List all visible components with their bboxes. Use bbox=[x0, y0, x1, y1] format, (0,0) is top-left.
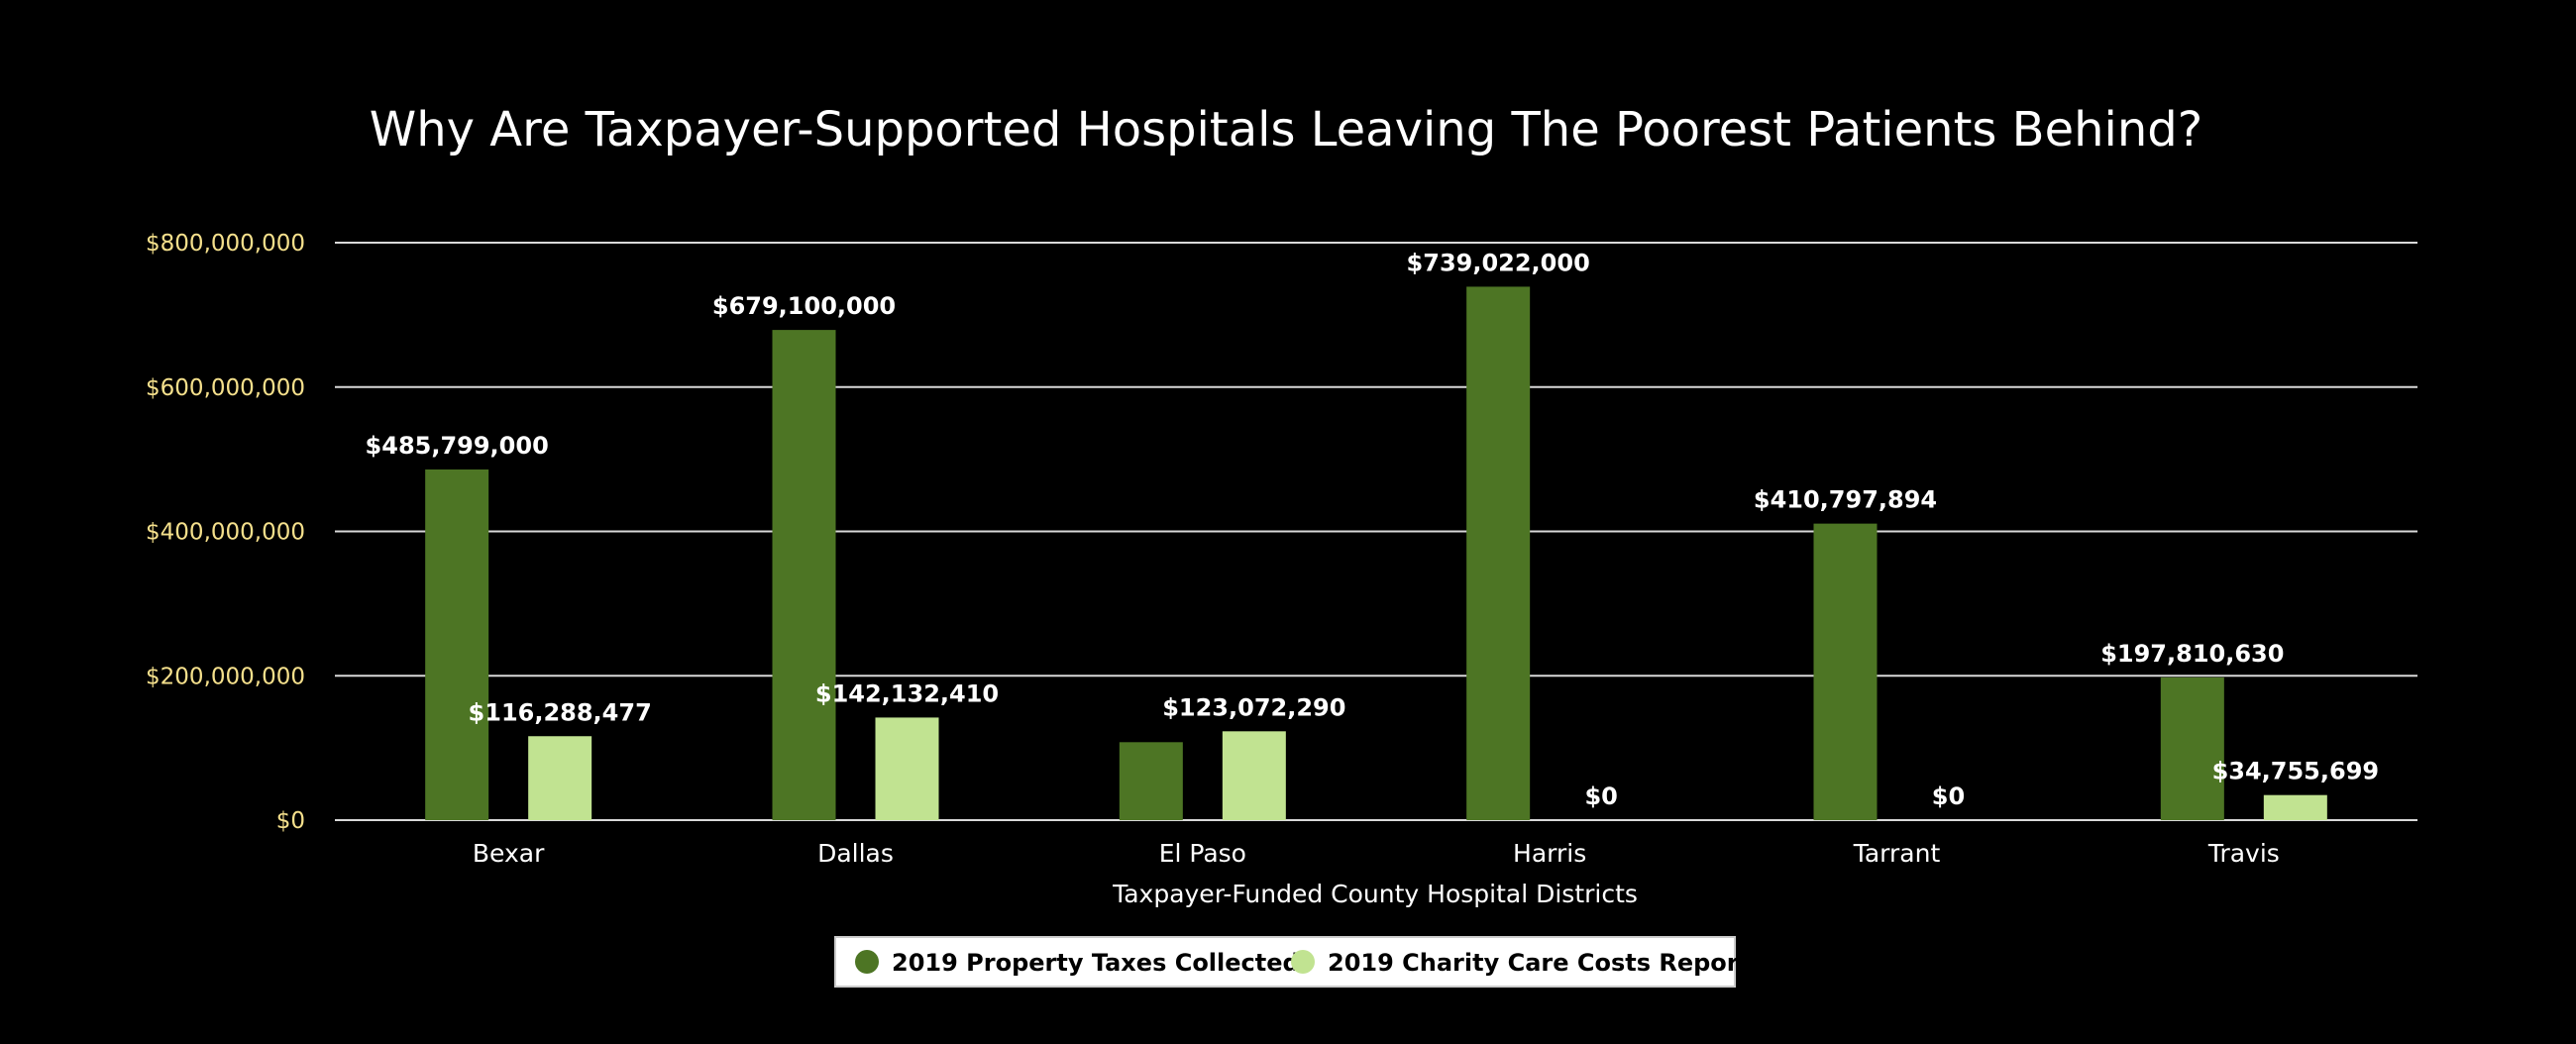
bar-harris-property-taxes bbox=[1466, 286, 1531, 820]
data-labels: $485,799,000 $116,288,477 $679,100,000 $142… bbox=[366, 249, 2380, 810]
bar-bexar-property-taxes bbox=[425, 469, 489, 820]
y-tick-label: $800,000,000 bbox=[146, 231, 305, 257]
y-axis-ticks: $0 $200,000,000 $400,000,000 $600,000,000 $8… bbox=[146, 231, 305, 834]
bar-travis-charity-care bbox=[2263, 794, 2327, 820]
data-label-travis-charity-care: $34,755,699 bbox=[2212, 758, 2380, 785]
data-label-bexar-charity-care: $116,288,477 bbox=[469, 698, 652, 726]
x-tick-label-bexar: Bexar bbox=[473, 839, 545, 868]
bar-travis-property-taxes bbox=[2160, 677, 2224, 820]
data-label-harris-charity-care: $0 bbox=[1584, 783, 1617, 810]
bar-tarrant-property-taxes bbox=[1813, 523, 1878, 820]
bar-bexar-charity-care bbox=[528, 736, 592, 820]
x-axis-ticks: Bexar Dallas El Paso Harris Tarrant Travis bbox=[473, 839, 2280, 868]
x-tick-label-harris: Harris bbox=[1513, 839, 1586, 868]
bar-el-paso-charity-care bbox=[1222, 731, 1286, 820]
x-axis-label: Taxpayer-Funded County Hospital District… bbox=[1112, 880, 1638, 908]
legend-label-charity-care: 2019 Charity Care Costs Reported bbox=[1328, 949, 1783, 977]
data-label-dallas-charity-care: $142,132,410 bbox=[815, 679, 999, 707]
x-tick-label-el-paso: El Paso bbox=[1159, 839, 1246, 868]
legend: 2019 Property Taxes Collected 2019 Chari… bbox=[834, 936, 1783, 988]
x-tick-label-dallas: Dallas bbox=[817, 839, 894, 868]
y-tick-label: $600,000,000 bbox=[146, 375, 305, 401]
bar-dallas-charity-care bbox=[875, 717, 939, 820]
y-tick-label: $0 bbox=[276, 808, 305, 834]
data-label-el-paso-charity-care: $123,072,290 bbox=[1162, 693, 1345, 721]
data-label-travis-property-taxes: $197,810,630 bbox=[2100, 640, 2284, 668]
y-tick-label: $200,000,000 bbox=[146, 664, 305, 689]
data-label-harris-property-taxes: $739,022,000 bbox=[1407, 249, 1590, 276]
bars bbox=[425, 286, 2327, 820]
chart-title: Why Are Taxpayer-Supported Hospitals Lea… bbox=[370, 102, 2202, 157]
legend-box bbox=[834, 936, 1736, 988]
x-tick-label-tarrant: Tarrant bbox=[1853, 839, 1941, 868]
legend-swatch-property-taxes bbox=[855, 950, 879, 974]
legend-swatch-charity-care bbox=[1291, 950, 1315, 974]
gridlines bbox=[335, 242, 2417, 821]
data-label-tarrant-property-taxes: $410,797,894 bbox=[1754, 486, 1937, 514]
bar-el-paso-property-taxes bbox=[1119, 742, 1183, 820]
data-label-bexar-property-taxes: $485,799,000 bbox=[366, 432, 549, 460]
bar-dallas-property-taxes bbox=[772, 330, 836, 820]
legend-label-property-taxes: 2019 Property Taxes Collected bbox=[892, 949, 1300, 977]
y-tick-label: $400,000,000 bbox=[146, 520, 305, 546]
data-label-dallas-property-taxes: $679,100,000 bbox=[712, 292, 896, 320]
x-tick-label-travis: Travis bbox=[2207, 839, 2280, 868]
data-label-tarrant-charity-care: $0 bbox=[1932, 783, 1965, 810]
